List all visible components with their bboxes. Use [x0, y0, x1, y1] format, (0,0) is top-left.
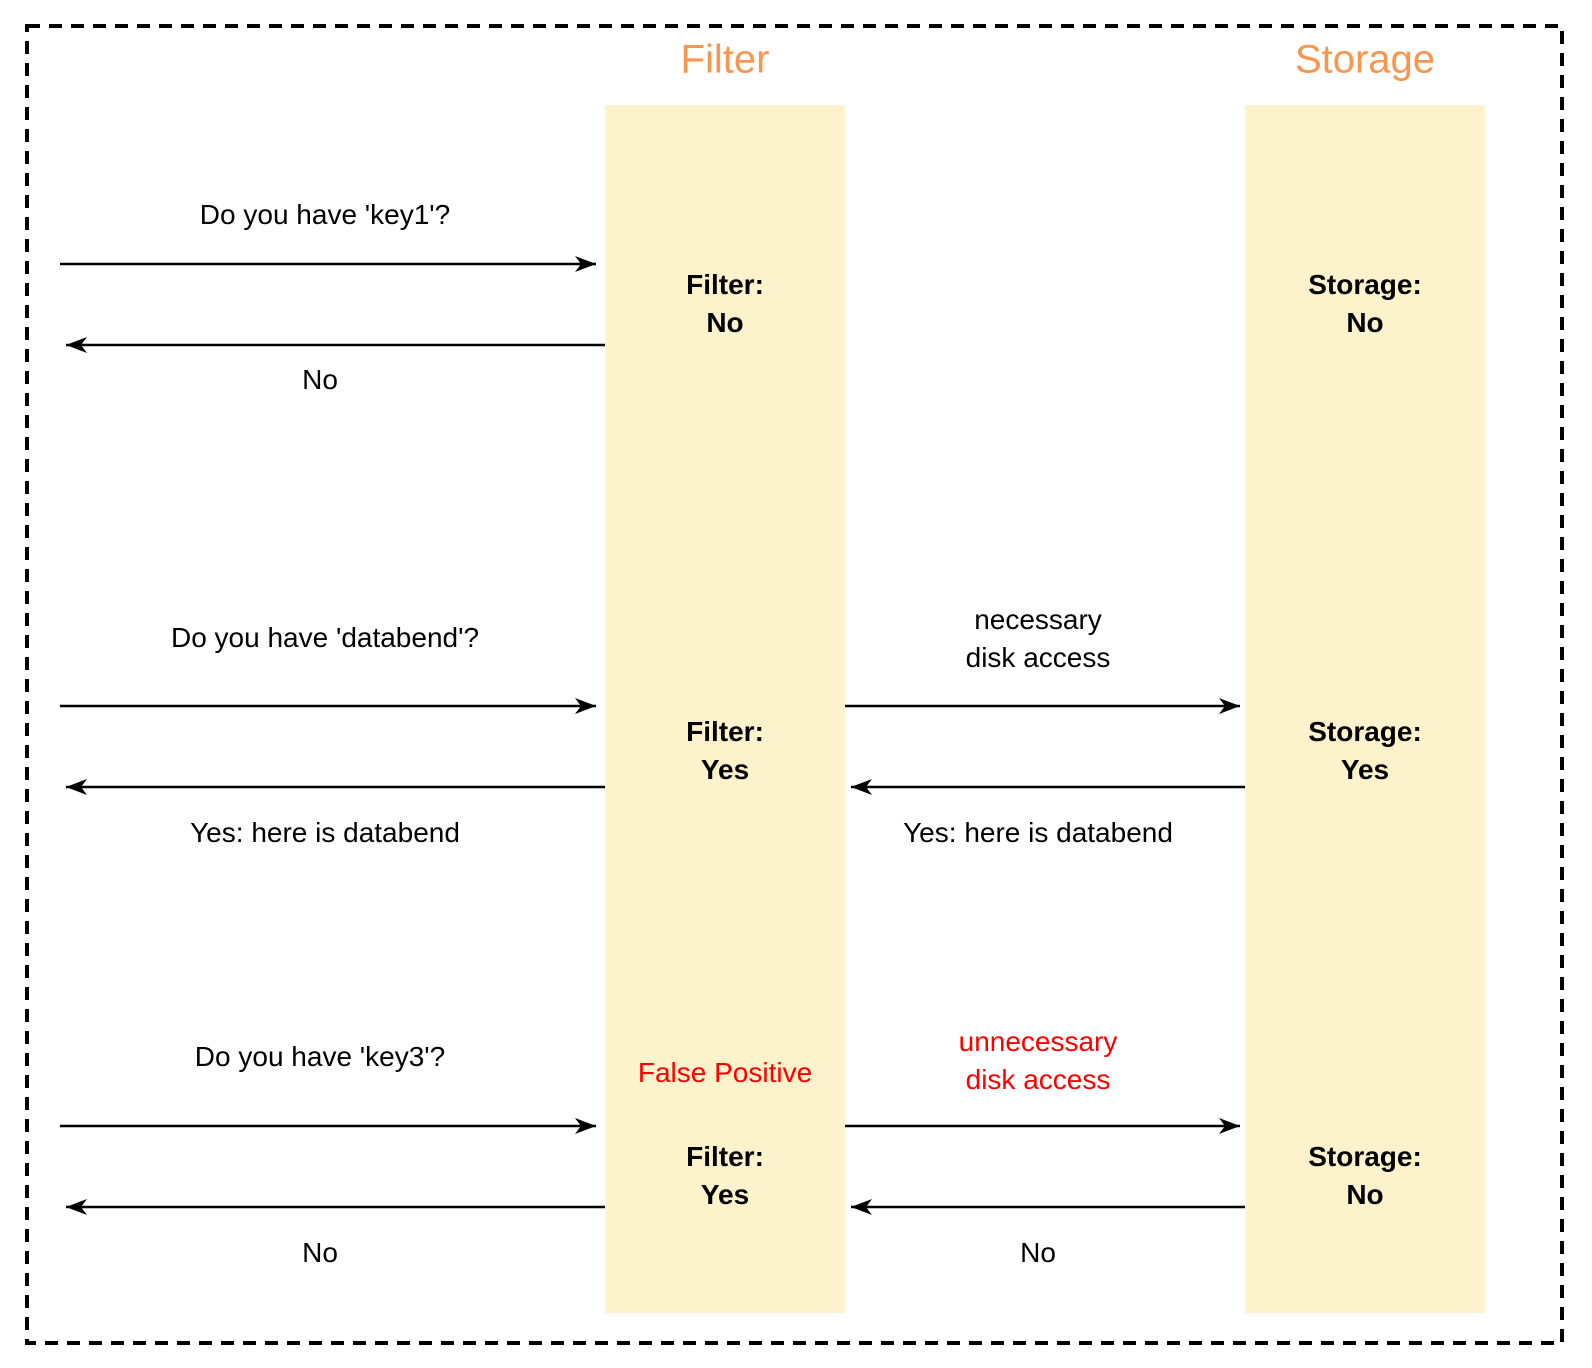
s2-storage-state-value: Yes [1340, 754, 1390, 785]
s1-filter-state-label: Filter: [686, 269, 764, 300]
s3-disk-access-note: unnecessary disk access [959, 1023, 1118, 1099]
s3-disk-access-note-line2: disk access [965, 1064, 1111, 1095]
s2-disk-access-note-line2: disk access [965, 642, 1111, 673]
s3-response-label: No [302, 1237, 338, 1268]
s1-storage-state: Storage: No [1308, 266, 1422, 342]
s1-storage-state-label: Storage: [1308, 269, 1422, 300]
s2-disk-access-note-line1: necessary [974, 604, 1102, 635]
s2-disk-access-note: necessary disk access [966, 601, 1111, 677]
s3-filter-state-value: Yes [700, 1179, 750, 1210]
s2-storage-state: Storage: Yes [1308, 713, 1422, 789]
s2-response-label: Yes: here is databend [190, 817, 460, 848]
s3-filter-state: Filter: Yes [686, 1138, 764, 1214]
s3-storage-response-label: No [1020, 1237, 1056, 1268]
s3-storage-state: Storage: No [1308, 1138, 1422, 1214]
s2-storage-response-label: Yes: here is databend [903, 817, 1173, 848]
s3-disk-access-note-line1: unnecessary [958, 1026, 1118, 1057]
s3-request-label: Do you have 'key3'? [194, 1041, 446, 1072]
s1-request-label: Do you have 'key1'? [199, 199, 451, 230]
s3-filter-state-label: Filter: [686, 1141, 764, 1172]
s1-storage-state-value: No [1346, 307, 1384, 338]
s2-filter-state: Filter: Yes [686, 713, 764, 789]
s1-filter-state-value: No [706, 307, 744, 338]
storage-lane-title: Storage [1294, 37, 1436, 82]
s1-response-label: No [302, 364, 338, 395]
s3-false-positive-annotation: False Positive [637, 1057, 813, 1088]
s3-storage-state-label: Storage: [1308, 1141, 1422, 1172]
s2-filter-state-value: Yes [700, 754, 750, 785]
s1-filter-state: Filter: No [686, 266, 764, 342]
s2-request-label: Do you have 'databend'? [170, 622, 480, 653]
filter-lane-title: Filter [680, 37, 770, 82]
s2-storage-state-label: Storage: [1308, 716, 1422, 747]
s2-filter-state-label: Filter: [686, 716, 764, 747]
s3-storage-state-value: No [1346, 1179, 1384, 1210]
